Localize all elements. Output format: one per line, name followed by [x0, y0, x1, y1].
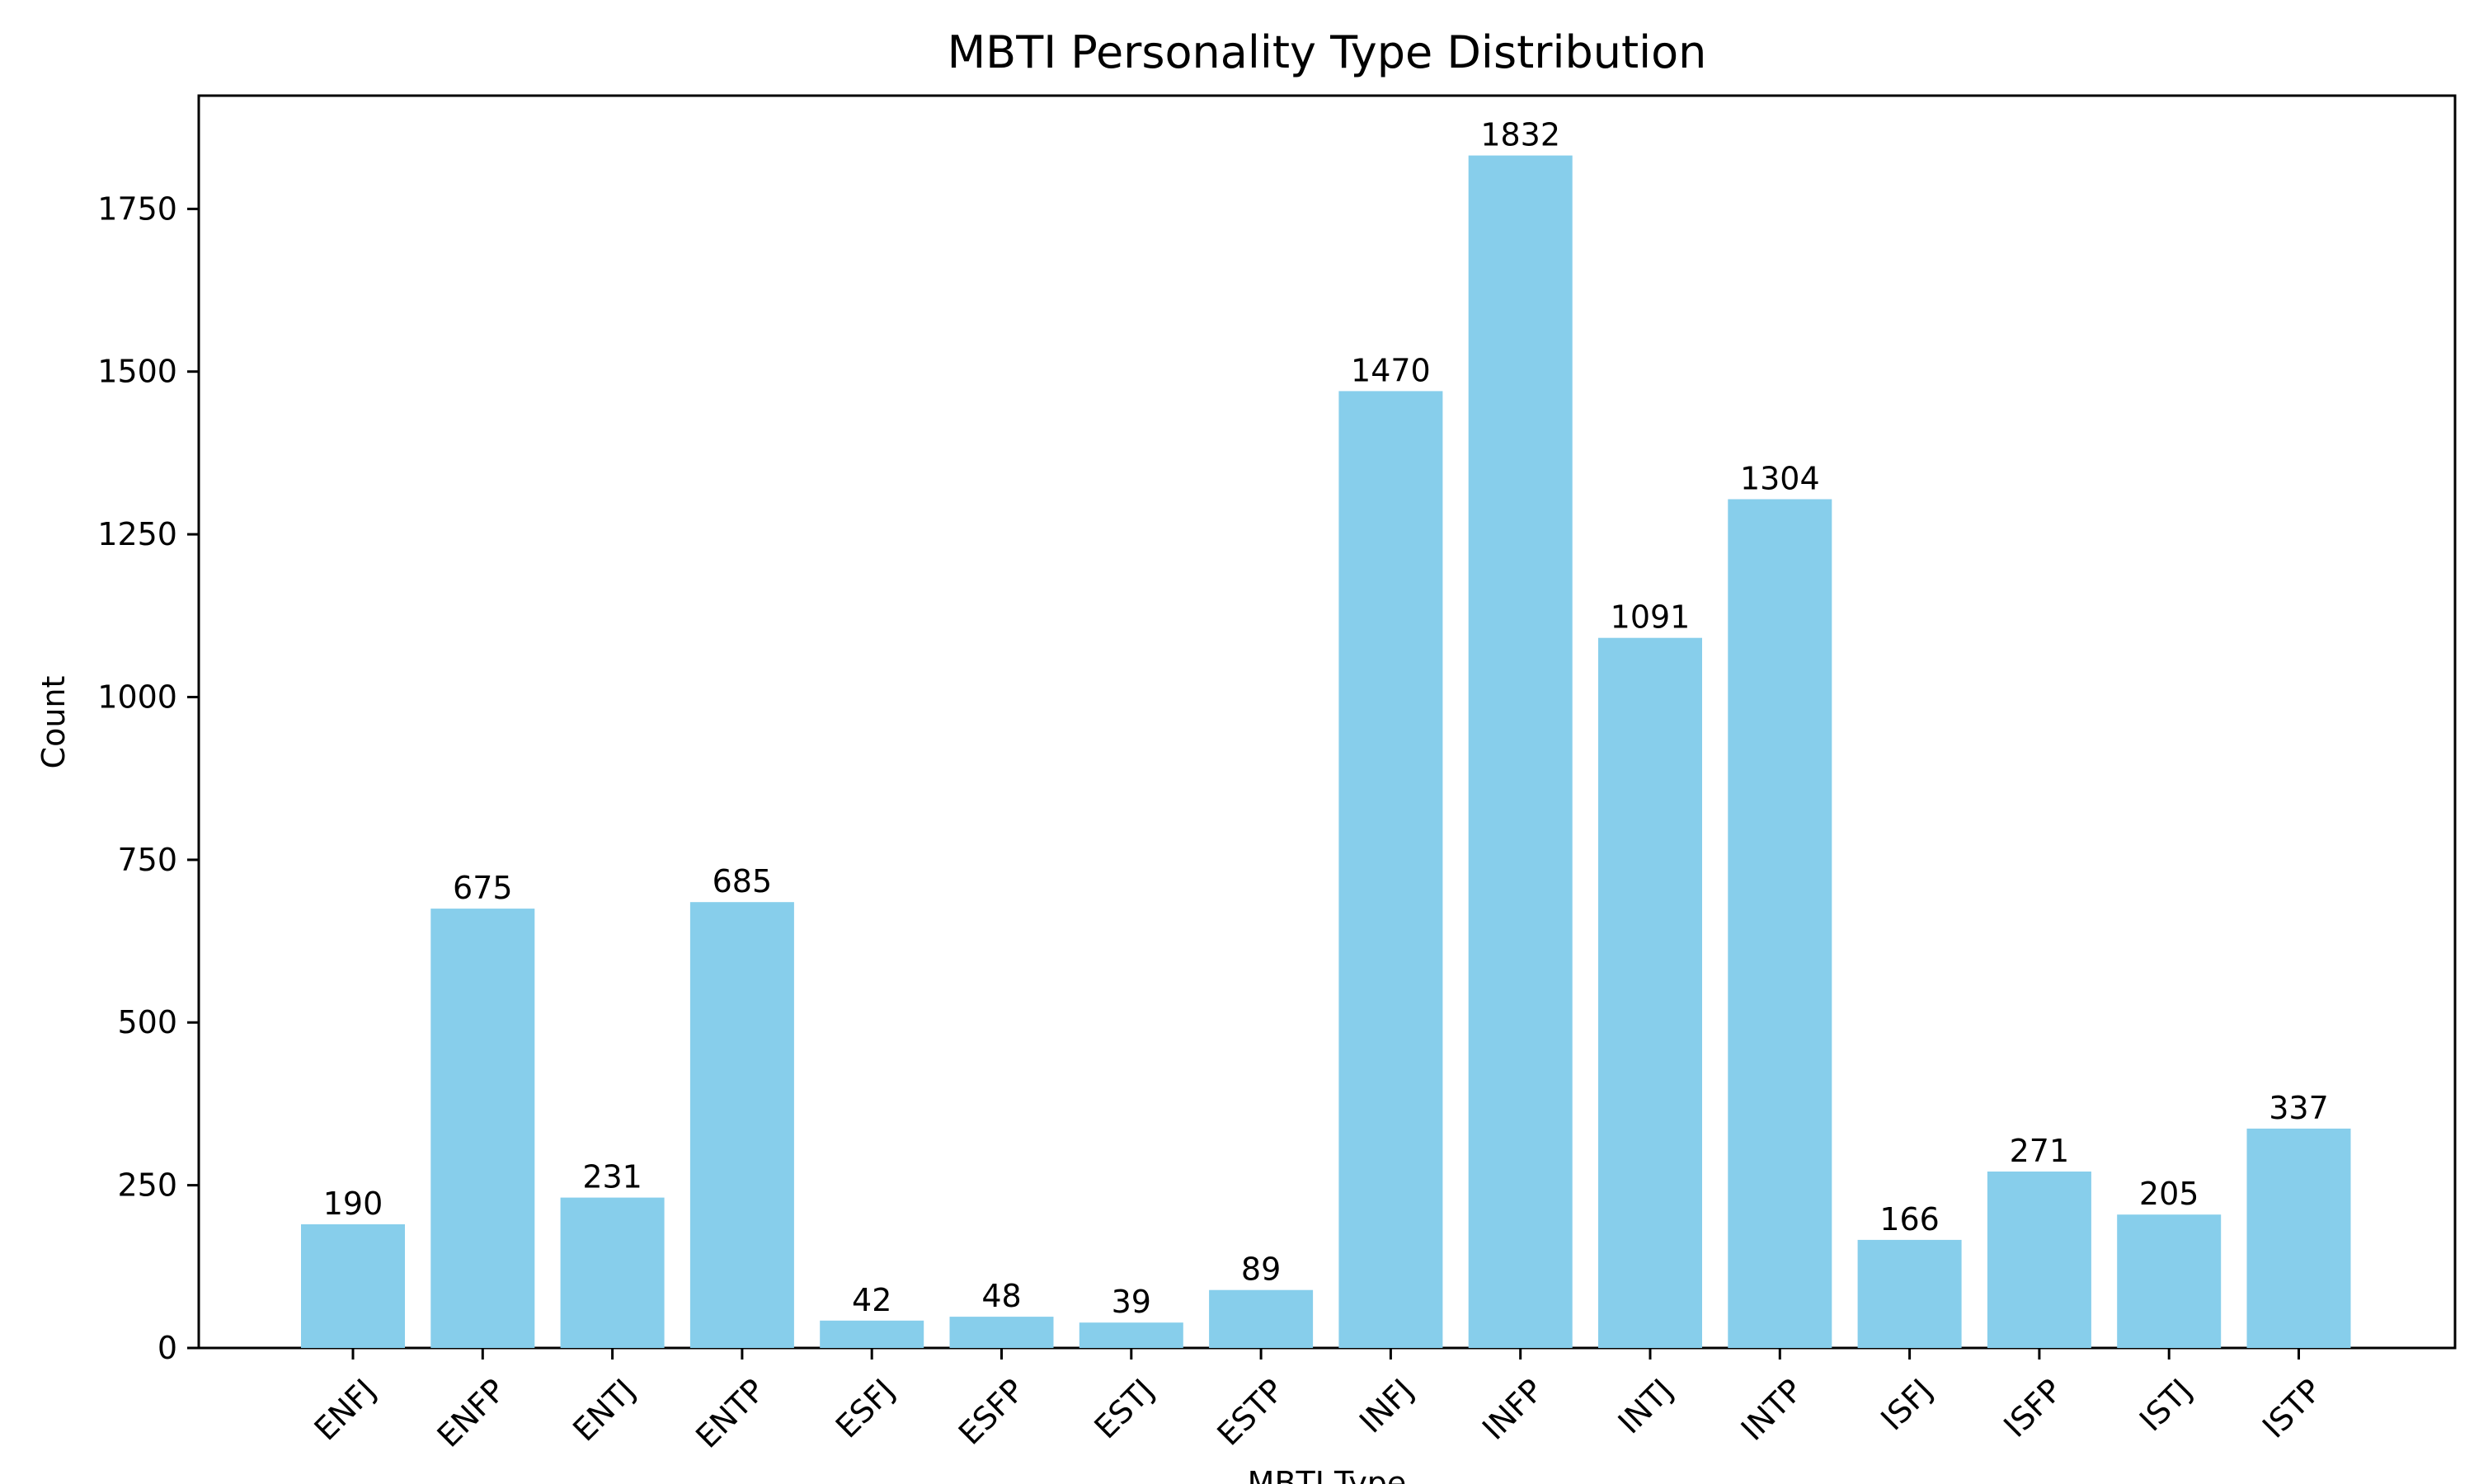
x-tick-label-enfj: ENFJ: [308, 1372, 383, 1448]
value-label-entp: 685: [713, 863, 773, 899]
value-label-enfp: 675: [453, 870, 513, 906]
x-tick-label-istp: ISTP: [2255, 1372, 2329, 1445]
x-tick-label-infj: INFJ: [1352, 1372, 1421, 1440]
value-label-infj: 1470: [1351, 352, 1431, 388]
y-tick-label-1250: 1250: [97, 516, 177, 552]
bar-istj: [2117, 1214, 2222, 1348]
bar-intj: [1598, 637, 1702, 1348]
bar-infp: [1468, 155, 1573, 1349]
bar-istp: [2246, 1128, 2351, 1348]
x-tick-label-infp: INFP: [1475, 1372, 1550, 1447]
value-label-istp: 337: [2269, 1090, 2329, 1126]
x-tick-label-isfj: ISFJ: [1874, 1372, 1939, 1437]
y-tick-label-250: 250: [117, 1167, 177, 1204]
y-axis: 0 250 500 750 1000 1250 1500 1750: [97, 190, 199, 1366]
value-label-isfp: 271: [2010, 1133, 2070, 1169]
y-axis-label: Count: [35, 676, 72, 769]
bar-infj: [1338, 391, 1443, 1348]
value-labels-group: 190 675 231 685 42 48 39 89 1470 1832 1091 1304 166 2…: [323, 117, 2329, 1321]
y-tick-label-0: 0: [158, 1330, 177, 1366]
x-tick-label-intj: INTJ: [1611, 1372, 1680, 1440]
bar-isfj: [1857, 1239, 1962, 1348]
bar-estp: [1209, 1289, 1314, 1348]
bar-estj: [1079, 1322, 1183, 1348]
bar-esfj: [820, 1320, 924, 1348]
y-tick-label-1000: 1000: [97, 679, 177, 716]
x-tick-label-estj: ESTJ: [1087, 1372, 1160, 1445]
value-label-intj: 1091: [1611, 599, 1691, 636]
value-label-intp: 1304: [1740, 461, 1820, 497]
x-tick-label-istj: ISTJ: [2133, 1372, 2199, 1438]
y-tick-label-1500: 1500: [97, 354, 177, 390]
bar-intp: [1728, 499, 1832, 1348]
value-label-istj: 205: [2139, 1176, 2199, 1212]
value-label-enfj: 190: [323, 1186, 383, 1222]
value-label-entj: 231: [582, 1159, 642, 1195]
x-tick-label-isfp: ISFP: [1997, 1372, 2069, 1444]
chart-title: MBTI Personality Type Distribution: [948, 26, 1707, 78]
x-axis-label: MBTI Type: [1248, 1465, 1407, 1484]
value-label-estp: 89: [1241, 1252, 1281, 1288]
x-axis: ENFJ ENFP ENTJ ENTP ESFJ ESFP ESTJ ESTP INFJ INFP…: [308, 1348, 2329, 1455]
plot-frame: [197, 94, 2457, 1350]
value-label-estj: 39: [1112, 1284, 1151, 1320]
y-tick-label-500: 500: [117, 1004, 177, 1040]
x-tick-label-esfj: ESFJ: [829, 1372, 902, 1445]
bars-group: [301, 155, 2351, 1349]
y-tick-label-750: 750: [117, 842, 177, 878]
value-label-esfp: 48: [981, 1278, 1021, 1314]
bar-esfp: [949, 1317, 1054, 1348]
x-tick-label-intp: INTP: [1734, 1372, 1810, 1448]
bar-entj: [560, 1197, 665, 1348]
bar-entp: [689, 902, 794, 1348]
bar-enfp: [430, 909, 535, 1348]
y-tick-label-1750: 1750: [97, 190, 177, 227]
x-tick-label-enfp: ENFP: [430, 1372, 513, 1454]
value-label-infp: 1832: [1480, 117, 1560, 153]
x-tick-label-entj: ENTJ: [566, 1372, 642, 1449]
bar-isfp: [1987, 1172, 2091, 1348]
value-label-isfj: 166: [1879, 1201, 1940, 1237]
x-tick-label-esfp: ESFP: [952, 1372, 1032, 1452]
bar-enfj: [301, 1224, 405, 1348]
value-label-esfj: 42: [852, 1282, 891, 1318]
x-tick-label-estp: ESTP: [1210, 1372, 1291, 1453]
x-tick-label-entp: ENTP: [689, 1372, 772, 1455]
